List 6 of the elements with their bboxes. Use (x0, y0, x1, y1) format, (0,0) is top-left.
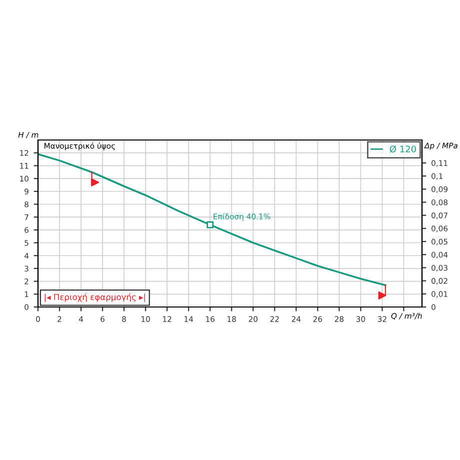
line-series (38, 153, 386, 286)
annotation: |◂ Περιοχή εφαρμογής ▸| (44, 293, 145, 302)
point (378, 291, 386, 300)
legend-label: Ø 120 (390, 145, 416, 153)
point (206, 221, 214, 228)
point (91, 178, 99, 186)
